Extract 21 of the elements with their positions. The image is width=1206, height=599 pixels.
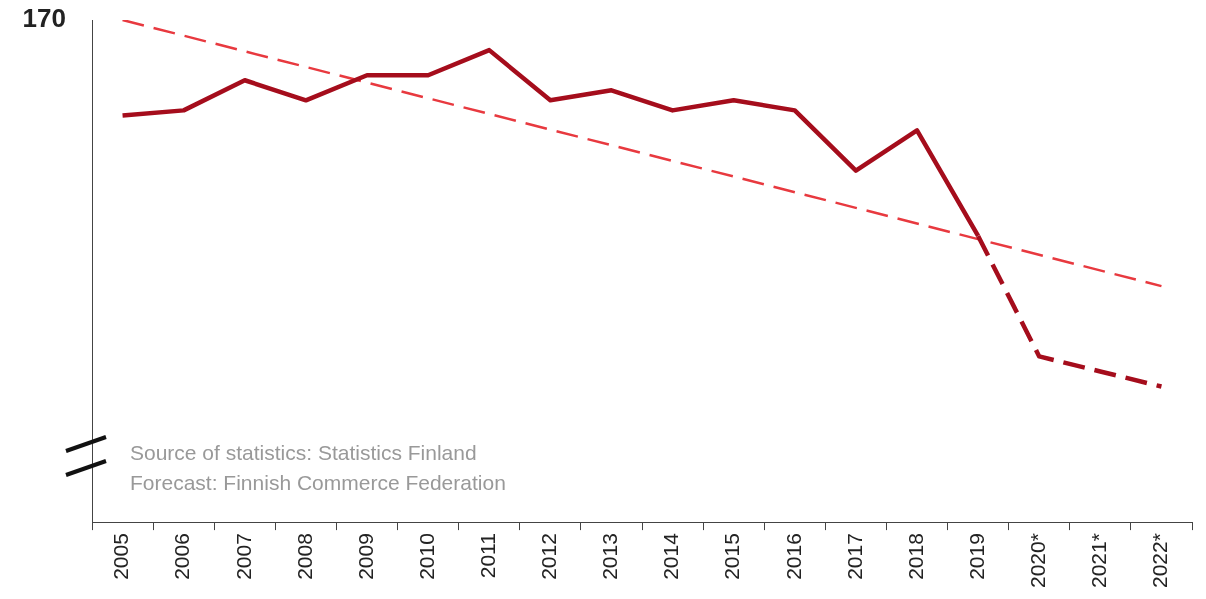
x-tick-label: 2016: [781, 533, 805, 580]
x-tick-label: 2005: [109, 533, 133, 580]
x-tick-label: 2017: [842, 533, 866, 580]
x-tick-label: 2008: [292, 533, 316, 580]
text: 170: [22, 3, 66, 34]
x-tick-label: 2006: [170, 533, 194, 580]
x-tick-label: 2019: [964, 533, 988, 580]
x-tick-label: 2015: [720, 533, 744, 580]
annotation: Forecast: Finnish Commerce Federation: [130, 470, 506, 494]
x-tick-label: 2022*: [1148, 533, 1172, 588]
x-tick-label: 2020*: [1026, 533, 1050, 588]
x-tick-label: 2018: [903, 533, 927, 580]
x-tick-label: 2014: [659, 532, 683, 580]
x-tick-label: 2011: [476, 533, 500, 579]
x-tick-label: 2013: [598, 533, 622, 580]
annotation: Source of statistics: Statistics Finland: [130, 440, 477, 464]
x-tick-label: 2010: [414, 533, 438, 580]
x-tick-label: 2021*: [1087, 533, 1111, 588]
x-tick-label: 2009: [353, 533, 377, 580]
x-tick-label: 2007: [231, 533, 255, 580]
x-tick-label: 2012: [537, 533, 561, 580]
